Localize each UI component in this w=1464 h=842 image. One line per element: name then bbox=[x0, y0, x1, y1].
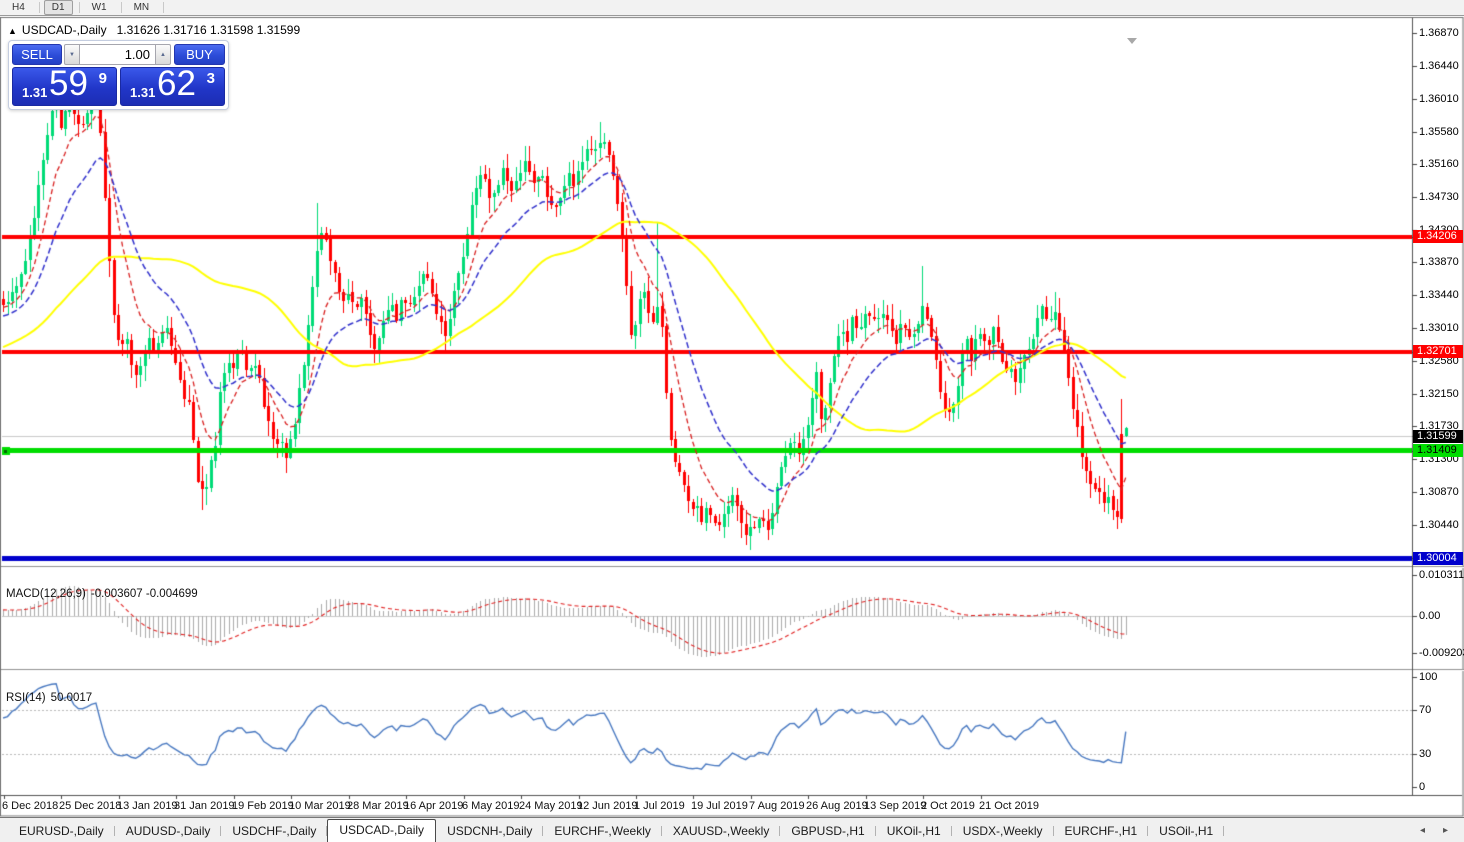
rsi-name: RSI(14) bbox=[6, 692, 46, 704]
buy-price-big: 62 bbox=[157, 64, 196, 103]
price-tick-label: 1.34730 bbox=[1419, 190, 1459, 203]
price-tick-label: 1.31730 bbox=[1419, 420, 1459, 433]
rsi-axis-label: 70 bbox=[1419, 704, 1432, 716]
rsi-axis-label: 0 bbox=[1419, 781, 1426, 793]
chart-header: ▲ USDCAD-,Daily 1.31626 1.31716 1.31598 1.… bbox=[8, 23, 300, 37]
macd-indicator-label: MACD(12,26,9) -0.003607 -0.004699 bbox=[6, 588, 203, 600]
chart-ohlc-values: 1.31626 1.31716 1.31598 1.31599 bbox=[116, 23, 301, 37]
rsi-axis-label: 100 bbox=[1419, 671, 1438, 683]
price-tick-label: 1.35160 bbox=[1419, 157, 1459, 170]
date-tick-label: 6 May 2019 bbox=[462, 800, 520, 812]
chart-window: ▲ USDCAD-,Daily 1.31626 1.31716 1.31598 1.… bbox=[0, 17, 1462, 816]
tab-usdx-weekly[interactable]: USDX-,Weekly bbox=[952, 821, 1054, 842]
price-tick-label: 1.30440 bbox=[1419, 518, 1459, 531]
date-tick-label: 12 Jun 2019 bbox=[577, 800, 638, 812]
date-tick-label: 19 Feb 2019 bbox=[232, 800, 294, 812]
date-tick-label: 10 Mar 2019 bbox=[289, 800, 351, 812]
date-tick-label: 26 Aug 2019 bbox=[806, 800, 868, 812]
macd-values: -0.003607 -0.004699 bbox=[90, 588, 198, 600]
tab-audusd-daily[interactable]: AUDUSD-,Daily bbox=[115, 821, 222, 842]
sell-price-big: 59 bbox=[49, 64, 88, 103]
timeframe-toolbar: H4 D1 W1 MN bbox=[0, 0, 1464, 16]
volume-increase-button[interactable]: ▲ bbox=[155, 44, 171, 65]
macd-axis-label: 0.010311 bbox=[1419, 568, 1464, 581]
price-tick-label: 1.35580 bbox=[1419, 125, 1459, 138]
price-tick-label: 1.32150 bbox=[1419, 387, 1459, 400]
toolbar-separator bbox=[163, 2, 165, 13]
toolbar-separator bbox=[38, 2, 40, 13]
tab-eurchf-weekly[interactable]: EURCHF-,Weekly bbox=[543, 821, 663, 842]
toolbar-separator bbox=[120, 2, 122, 13]
date-tick-label: 24 May 2019 bbox=[519, 800, 583, 812]
timeframe-button-d1[interactable]: D1 bbox=[43, 0, 73, 15]
price-tick-label: 1.33010 bbox=[1419, 322, 1459, 335]
date-tick-label: 13 Jan 2019 bbox=[117, 800, 178, 812]
date-tick-label: 13 Sep 2019 bbox=[864, 800, 927, 812]
tab-xauusd-weekly[interactable]: XAUUSD-,Weekly bbox=[662, 821, 781, 842]
price-tick-label: 1.36010 bbox=[1419, 92, 1459, 105]
tab-usoil-h1[interactable]: USOil-,H1 bbox=[1148, 821, 1225, 842]
tab-ukoil-h1[interactable]: UKOil-,H1 bbox=[876, 821, 952, 842]
scroll-position-marker-icon bbox=[1127, 38, 1137, 44]
date-tick-label: 6 Dec 2018 bbox=[2, 800, 59, 812]
tab-scroll-right-icon[interactable]: ▸ bbox=[1442, 825, 1448, 836]
tab-usdcad-daily[interactable]: USDCAD-,Daily bbox=[327, 819, 437, 842]
toolbar-separator bbox=[78, 2, 80, 13]
date-tick-label: 2 Oct 2019 bbox=[921, 800, 975, 812]
date-tick-label: 28 Mar 2019 bbox=[347, 800, 409, 812]
price-tick-label: 1.33440 bbox=[1419, 289, 1459, 302]
sell-price-box[interactable]: 1.31 59 9 bbox=[12, 64, 117, 106]
macd-axis-label: 0.00 bbox=[1419, 610, 1441, 622]
date-tick-label: 7 Aug 2019 bbox=[749, 800, 805, 812]
one-click-trade-panel: SELL ▼ ▲ BUY 1.31 59 9 1.31 62 3 bbox=[8, 40, 229, 110]
tab-usdcnh-daily[interactable]: USDCNH-,Daily bbox=[436, 821, 544, 842]
sell-price-prefix: 1.31 bbox=[22, 85, 48, 100]
buy-button[interactable]: BUY bbox=[174, 44, 225, 65]
price-tick-label: 1.36440 bbox=[1419, 59, 1459, 72]
price-tick-label: 1.36870 bbox=[1419, 27, 1459, 39]
tab-scroll-arrows: ◂ ▸ bbox=[1402, 825, 1464, 842]
tab-eurusd-daily[interactable]: EURUSD-,Daily bbox=[8, 821, 115, 842]
tab-gbpusd-h1[interactable]: GBPUSD-,H1 bbox=[780, 821, 877, 842]
tab-usdchf-daily[interactable]: USDCHF-,Daily bbox=[221, 821, 328, 842]
price-level-badge: 1.30004 bbox=[1413, 551, 1463, 565]
tab-scroll-left-icon[interactable]: ◂ bbox=[1419, 825, 1425, 836]
sell-button[interactable]: SELL bbox=[12, 44, 62, 65]
price-level-badge: 1.31599 bbox=[1413, 429, 1463, 443]
date-tick-label: 19 Jul 2019 bbox=[691, 800, 748, 812]
buy-price-sup: 3 bbox=[206, 70, 215, 87]
date-tick-label: 16 Apr 2019 bbox=[404, 800, 464, 812]
sell-price-sup: 9 bbox=[98, 70, 107, 87]
macd-name: MACD(12,26,9) bbox=[6, 588, 86, 600]
price-tick-label: 1.30870 bbox=[1419, 485, 1459, 498]
timeframe-button-mn[interactable]: MN bbox=[133, 2, 150, 13]
chart-tab-bar: EURUSD-,Daily AUDUSD-,Daily USDCHF-,Daily U… bbox=[0, 817, 1464, 842]
volume-input[interactable] bbox=[80, 44, 155, 65]
date-tick-label: 31 Jan 2019 bbox=[174, 800, 235, 812]
price-level-badge: 1.32701 bbox=[1413, 345, 1463, 359]
date-tick-label: 21 Oct 2019 bbox=[979, 800, 1039, 812]
macd-axis-label: -0.009203 bbox=[1419, 646, 1464, 659]
rsi-value: 50.0017 bbox=[50, 692, 93, 704]
date-tick-label: 1 Jul 2019 bbox=[634, 800, 685, 812]
timeframe-button-w1[interactable]: W1 bbox=[91, 2, 107, 13]
price-level-badge: 1.34206 bbox=[1413, 230, 1463, 244]
timeframe-button-h4[interactable]: H4 bbox=[12, 2, 25, 13]
buy-price-box[interactable]: 1.31 62 3 bbox=[120, 64, 225, 106]
buy-price-prefix: 1.31 bbox=[130, 85, 156, 100]
price-tick-label: 1.33870 bbox=[1419, 256, 1459, 269]
price-level-badge: 1.31409 bbox=[1413, 444, 1463, 458]
rsi-indicator-label: RSI(14) 50.0017 bbox=[6, 692, 97, 704]
rsi-axis-label: 30 bbox=[1419, 748, 1432, 760]
chart-symbol-title: USDCAD-,Daily bbox=[21, 23, 107, 37]
volume-decrease-button[interactable]: ▼ bbox=[64, 44, 80, 65]
collapse-chart-icon[interactable]: ▲ bbox=[8, 26, 17, 36]
date-tick-label: 25 Dec 2018 bbox=[59, 800, 122, 812]
tab-eurchf-h1[interactable]: EURCHF-,H1 bbox=[1054, 821, 1149, 842]
